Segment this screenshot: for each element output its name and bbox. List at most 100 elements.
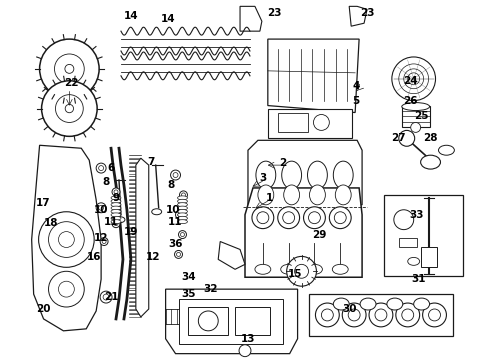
Circle shape (396, 303, 419, 327)
Text: 12: 12 (146, 252, 160, 262)
Text: 7: 7 (147, 157, 154, 167)
Text: 1: 1 (266, 193, 273, 203)
Circle shape (429, 309, 441, 321)
Ellipse shape (177, 213, 188, 217)
Ellipse shape (111, 206, 121, 210)
Circle shape (399, 64, 429, 94)
Circle shape (58, 231, 74, 247)
Ellipse shape (256, 161, 276, 189)
Circle shape (100, 291, 112, 303)
Polygon shape (218, 242, 245, 269)
Ellipse shape (177, 206, 188, 210)
Bar (268, 109, 352, 138)
Bar (310, 294, 453, 336)
Ellipse shape (333, 161, 353, 189)
Circle shape (411, 122, 420, 132)
Circle shape (316, 303, 339, 327)
Text: 11: 11 (168, 217, 183, 227)
Text: 2: 2 (279, 158, 286, 168)
Circle shape (198, 311, 218, 331)
Circle shape (178, 212, 183, 217)
Circle shape (252, 207, 274, 229)
Text: 10: 10 (166, 205, 181, 215)
Text: 14: 14 (123, 11, 138, 21)
Ellipse shape (177, 196, 188, 200)
Circle shape (112, 188, 120, 196)
Circle shape (102, 239, 106, 243)
Text: 12: 12 (94, 233, 108, 243)
Circle shape (55, 95, 83, 122)
Text: 27: 27 (392, 133, 406, 143)
Circle shape (173, 172, 178, 177)
Circle shape (65, 64, 74, 73)
Circle shape (203, 310, 217, 324)
Circle shape (334, 212, 346, 224)
Text: 23: 23 (360, 8, 374, 18)
Text: 3: 3 (259, 173, 267, 183)
Ellipse shape (387, 298, 403, 310)
Circle shape (171, 170, 180, 180)
Text: 16: 16 (87, 252, 101, 262)
Circle shape (314, 114, 329, 130)
Text: 4: 4 (352, 81, 360, 91)
Circle shape (408, 73, 419, 85)
Ellipse shape (281, 264, 296, 274)
Text: 24: 24 (403, 76, 418, 86)
Ellipse shape (152, 209, 162, 215)
Text: 6: 6 (107, 163, 115, 173)
Circle shape (394, 210, 414, 230)
Circle shape (39, 212, 94, 267)
Ellipse shape (439, 145, 454, 155)
Text: 14: 14 (161, 14, 176, 24)
Circle shape (58, 281, 74, 297)
Text: 23: 23 (268, 8, 282, 18)
Text: 20: 20 (36, 304, 51, 314)
Circle shape (348, 309, 360, 321)
Polygon shape (240, 6, 262, 31)
Circle shape (40, 39, 99, 99)
Circle shape (278, 207, 299, 229)
Circle shape (180, 233, 184, 237)
Text: 8: 8 (102, 177, 110, 187)
Ellipse shape (111, 213, 121, 217)
Text: 36: 36 (168, 239, 183, 249)
Circle shape (179, 191, 188, 199)
Circle shape (329, 207, 351, 229)
Circle shape (112, 220, 120, 228)
Bar (399, 238, 416, 247)
Circle shape (175, 210, 185, 220)
Ellipse shape (111, 220, 121, 224)
Ellipse shape (402, 103, 430, 111)
Ellipse shape (284, 185, 299, 205)
Circle shape (402, 309, 414, 321)
Text: 26: 26 (403, 96, 418, 105)
Ellipse shape (111, 203, 121, 207)
Ellipse shape (414, 298, 430, 310)
Bar (189, 307, 228, 335)
Ellipse shape (177, 199, 188, 203)
Text: 35: 35 (181, 289, 196, 299)
Polygon shape (248, 140, 362, 205)
Circle shape (369, 303, 393, 327)
Circle shape (98, 166, 103, 171)
Circle shape (392, 57, 436, 100)
Ellipse shape (111, 210, 121, 213)
Circle shape (321, 309, 333, 321)
Circle shape (49, 271, 84, 307)
Ellipse shape (308, 161, 327, 189)
Circle shape (178, 231, 187, 239)
Bar (278, 113, 308, 132)
Bar (402, 105, 430, 127)
Ellipse shape (177, 210, 188, 213)
Circle shape (42, 81, 97, 136)
Circle shape (342, 303, 366, 327)
Text: 33: 33 (410, 210, 424, 220)
Circle shape (257, 212, 269, 224)
Bar (235, 307, 270, 335)
Text: 10: 10 (94, 205, 108, 215)
Text: 8: 8 (167, 180, 174, 190)
Circle shape (100, 238, 108, 246)
Circle shape (196, 303, 224, 331)
Circle shape (283, 212, 294, 224)
Polygon shape (166, 289, 297, 354)
